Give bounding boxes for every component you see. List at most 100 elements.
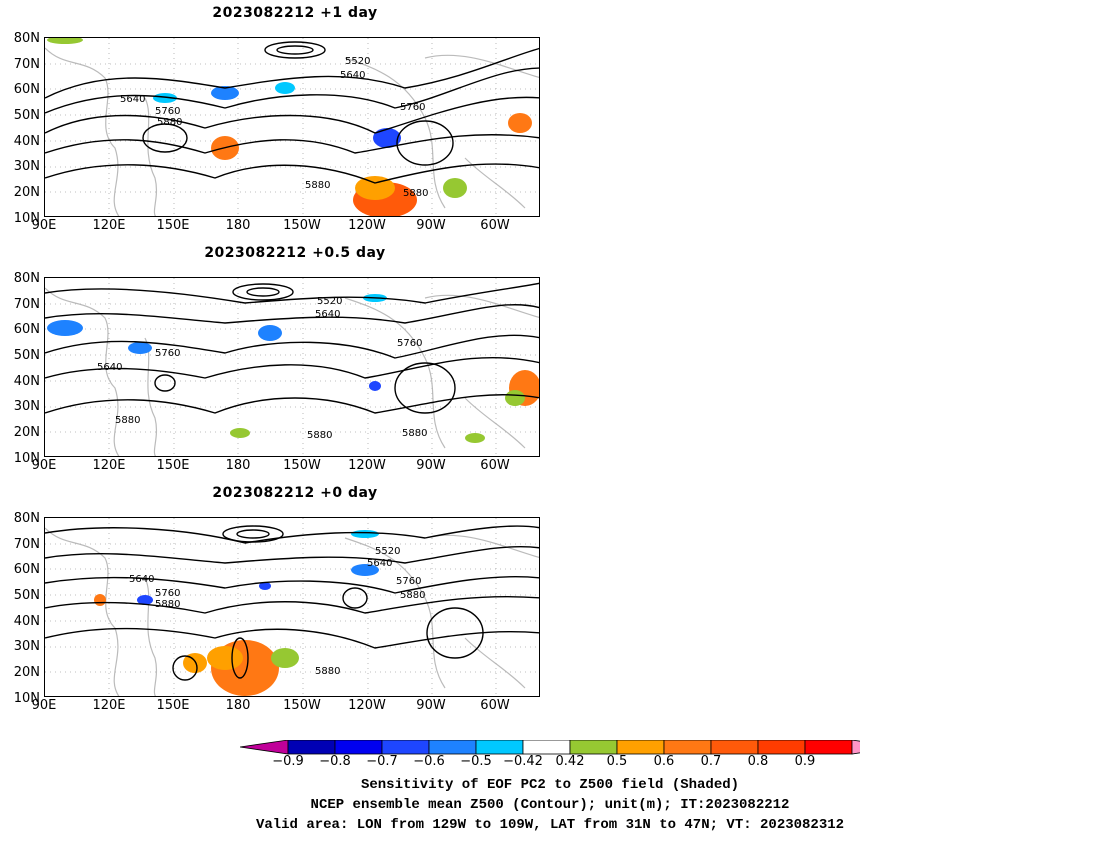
map-svg: 5520 5640 5640 5760 5760 5880 5880 5880 (45, 278, 539, 456)
lat-label: 60N (13, 322, 40, 337)
map-area: 5520 5640 5640 5760 5760 5880 5880 5880 (44, 517, 540, 697)
colorbar-swatch (334, 740, 383, 755)
colorbar-tick-label: −0.42 (503, 754, 543, 769)
lat-label: 70N (13, 297, 40, 312)
lon-label: 180 (225, 458, 251, 473)
lat-label: 50N (13, 108, 40, 123)
lon-label: 90E (31, 698, 57, 713)
contour-label: 5640 (340, 70, 365, 81)
lon-label: 60W (480, 218, 510, 233)
colorbar-swatch (757, 740, 806, 755)
coastlines (45, 287, 539, 456)
lat-label: 50N (13, 588, 40, 603)
colorbar-swatch (616, 740, 665, 755)
lat-label: 30N (13, 159, 40, 174)
lat-label: 80N (13, 31, 40, 46)
lat-label: 50N (13, 348, 40, 363)
contour-label: 5880 (157, 117, 182, 128)
contour-label: 5760 (400, 102, 425, 113)
contour-label: 5880 (400, 590, 425, 601)
lat-label: 30N (13, 399, 40, 414)
lon-label: 90E (31, 458, 57, 473)
colorbar-swatch (428, 740, 477, 755)
lon-label: 150W (283, 218, 321, 233)
contour-label: 5640 (129, 574, 154, 585)
lat-label: 60N (13, 562, 40, 577)
lon-label: 90W (416, 218, 446, 233)
colorbar-tick-label: −0.8 (319, 754, 351, 769)
lat-label: 40N (13, 614, 40, 629)
lat-label: 40N (13, 134, 40, 149)
grid-lines (45, 278, 539, 456)
colorbar-tick-label: 0.5 (606, 754, 628, 769)
colorbar-tick-label: 0.9 (794, 754, 816, 769)
lat-label: 80N (13, 511, 40, 526)
contour-label: 5880 (307, 430, 332, 441)
contour-label: 5640 (367, 558, 392, 569)
lon-label: 150E (156, 458, 190, 473)
lat-label: 70N (13, 537, 40, 552)
z500-contours (45, 525, 539, 681)
grid-lines (45, 518, 539, 696)
lon-label: 90W (416, 698, 446, 713)
colorbar-swatch (663, 740, 712, 755)
lon-label: 90E (31, 218, 57, 233)
lat-label: 30N (13, 639, 40, 654)
lat-label: 10N (13, 211, 40, 226)
contour-label: 5520 (345, 56, 370, 67)
panel-title: 2023082212 +0 day (212, 485, 378, 501)
contour-label: 5520 (317, 296, 342, 307)
contour-label: 5640 (120, 94, 145, 105)
colorbar-swatch (851, 740, 860, 755)
colorbar-tick-label: −0.5 (460, 754, 492, 769)
lat-label: 10N (13, 451, 40, 466)
lon-label: 120W (348, 698, 386, 713)
map-panel-2: 2023082212 +0.5 day (0, 245, 560, 480)
lon-label: 120W (348, 218, 386, 233)
colorbar (240, 740, 860, 755)
contour-label: 5760 (155, 588, 180, 599)
z500-contours (45, 41, 539, 184)
colorbar-tick-label: −0.6 (413, 754, 445, 769)
lon-label: 60W (480, 698, 510, 713)
colorbar-tick-label: 0.42 (555, 754, 585, 769)
contour-label: 5760 (155, 348, 180, 359)
colorbar-tick-label: −0.7 (366, 754, 398, 769)
map-panel-3: 2023082212 +0 day (0, 485, 560, 720)
caption-line-1: Sensitivity of EOF PC2 to Z500 field (Sh… (360, 777, 740, 793)
map-svg: 5520 5640 5640 5760 5760 5880 5880 5880 (45, 38, 539, 216)
lat-label: 20N (13, 185, 40, 200)
colorbar-swatch (710, 740, 759, 755)
panel-title: 2023082212 +1 day (212, 5, 378, 21)
contour-label: 5880 (115, 415, 140, 426)
lat-label: 10N (13, 691, 40, 706)
lon-label: 120E (92, 218, 126, 233)
lat-label: 20N (13, 665, 40, 680)
lon-label: 150W (283, 458, 321, 473)
lon-label: 60W (480, 458, 510, 473)
contour-label: 5880 (305, 180, 330, 191)
colorbar-tick-label: 0.6 (653, 754, 675, 769)
contour-label: 5880 (403, 188, 428, 199)
lon-label: 120W (348, 458, 386, 473)
contour-label: 5760 (155, 106, 180, 117)
contour-label: 5880 (155, 599, 180, 610)
colorbar-tick-label: −0.9 (272, 754, 304, 769)
panel-title: 2023082212 +0.5 day (204, 245, 386, 261)
z500-contours (45, 282, 539, 414)
lon-label: 180 (225, 218, 251, 233)
shading (94, 530, 379, 696)
lat-label: 70N (13, 57, 40, 72)
colorbar-swatch (381, 740, 430, 755)
colorbar-swatch (475, 740, 524, 755)
contour-label: 5880 (402, 428, 427, 439)
contour-label: 5640 (315, 309, 340, 320)
contour-label: 5520 (375, 546, 400, 557)
lat-label: 40N (13, 374, 40, 389)
lat-label: 60N (13, 82, 40, 97)
contour-label: 5640 (97, 362, 122, 373)
colorbar-swatch (287, 740, 336, 755)
lon-label: 120E (92, 698, 126, 713)
caption-line-2: NCEP ensemble mean Z500 (Contour); unit(… (310, 797, 790, 813)
colorbar-swatch (522, 740, 571, 755)
